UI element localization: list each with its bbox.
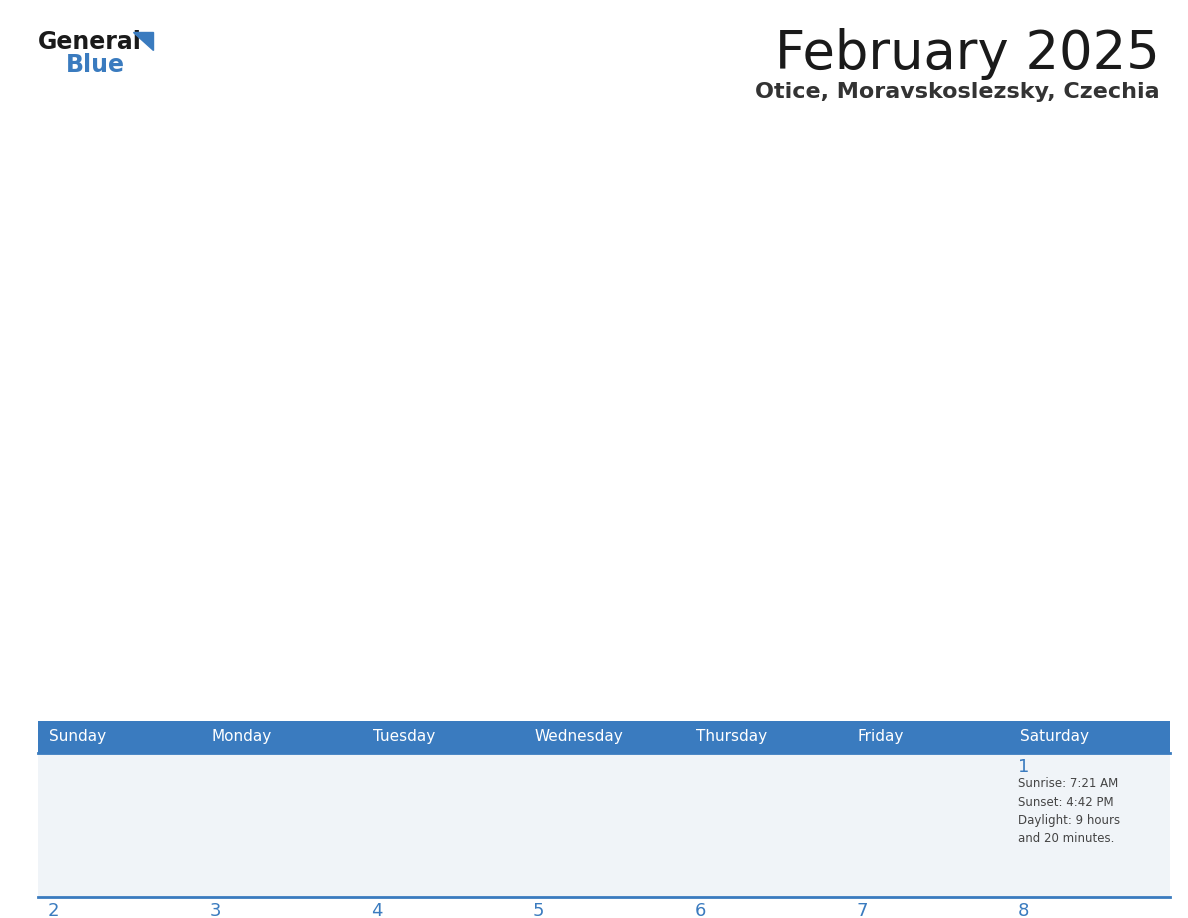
Text: 4: 4 — [371, 902, 383, 918]
Text: Saturday: Saturday — [1019, 730, 1088, 744]
FancyBboxPatch shape — [361, 897, 523, 918]
FancyBboxPatch shape — [200, 721, 361, 753]
Text: 1: 1 — [1018, 758, 1029, 776]
FancyBboxPatch shape — [38, 753, 200, 897]
Text: Sunday: Sunday — [50, 730, 107, 744]
Text: General: General — [38, 30, 141, 54]
FancyBboxPatch shape — [684, 897, 847, 918]
FancyBboxPatch shape — [1009, 897, 1170, 918]
Text: 6: 6 — [695, 902, 706, 918]
Text: February 2025: February 2025 — [776, 28, 1159, 80]
Text: Monday: Monday — [211, 730, 271, 744]
Polygon shape — [133, 32, 153, 50]
Text: Tuesday: Tuesday — [373, 730, 435, 744]
Text: Blue: Blue — [67, 53, 125, 77]
Text: Friday: Friday — [858, 730, 904, 744]
FancyBboxPatch shape — [684, 753, 847, 897]
FancyBboxPatch shape — [684, 721, 847, 753]
FancyBboxPatch shape — [38, 897, 200, 918]
Text: Otice, Moravskoslezsky, Czechia: Otice, Moravskoslezsky, Czechia — [756, 82, 1159, 102]
FancyBboxPatch shape — [200, 897, 361, 918]
FancyBboxPatch shape — [200, 753, 361, 897]
Text: 5: 5 — [533, 902, 544, 918]
Text: 2: 2 — [48, 902, 59, 918]
FancyBboxPatch shape — [847, 753, 1009, 897]
FancyBboxPatch shape — [523, 753, 684, 897]
FancyBboxPatch shape — [1009, 721, 1170, 753]
FancyBboxPatch shape — [847, 897, 1009, 918]
Text: 8: 8 — [1018, 902, 1029, 918]
FancyBboxPatch shape — [523, 897, 684, 918]
FancyBboxPatch shape — [523, 721, 684, 753]
FancyBboxPatch shape — [847, 721, 1009, 753]
Text: Thursday: Thursday — [696, 730, 767, 744]
Text: Sunrise: 7:21 AM
Sunset: 4:42 PM
Daylight: 9 hours
and 20 minutes.: Sunrise: 7:21 AM Sunset: 4:42 PM Dayligh… — [1018, 777, 1120, 845]
Text: 3: 3 — [209, 902, 221, 918]
FancyBboxPatch shape — [361, 721, 523, 753]
FancyBboxPatch shape — [361, 753, 523, 897]
FancyBboxPatch shape — [38, 721, 200, 753]
Text: 7: 7 — [857, 902, 867, 918]
FancyBboxPatch shape — [1009, 753, 1170, 897]
Text: Wednesday: Wednesday — [535, 730, 624, 744]
